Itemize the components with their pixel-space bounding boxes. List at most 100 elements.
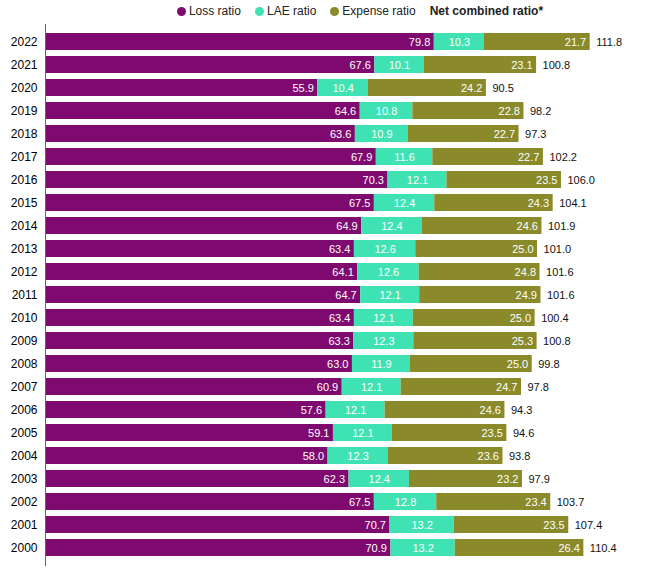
svg-text:102.2: 102.2: [549, 151, 577, 163]
svg-text:2020: 2020: [11, 81, 38, 95]
svg-text:2016: 2016: [11, 173, 38, 187]
svg-text:93.8: 93.8: [509, 450, 530, 462]
svg-text:12.4: 12.4: [394, 197, 415, 209]
svg-text:64.9: 64.9: [336, 220, 357, 232]
svg-text:23.4: 23.4: [525, 496, 546, 508]
svg-text:100.8: 100.8: [543, 59, 571, 71]
svg-text:97.9: 97.9: [528, 473, 549, 485]
svg-text:12.3: 12.3: [347, 450, 368, 462]
svg-text:64.7: 64.7: [335, 289, 356, 301]
svg-text:24.6: 24.6: [480, 404, 501, 416]
svg-text:59.1: 59.1: [308, 427, 329, 439]
svg-text:24.2: 24.2: [461, 82, 482, 94]
svg-text:21.7: 21.7: [565, 36, 586, 48]
svg-text:2012: 2012: [11, 265, 38, 279]
svg-text:70.7: 70.7: [365, 519, 386, 531]
svg-text:2009: 2009: [11, 334, 38, 348]
svg-text:57.6: 57.6: [301, 404, 322, 416]
svg-text:12.1: 12.1: [345, 404, 366, 416]
svg-text:101.9: 101.9: [548, 220, 576, 232]
svg-text:12.1: 12.1: [352, 427, 373, 439]
svg-text:2019: 2019: [11, 104, 38, 118]
svg-text:10.1: 10.1: [389, 59, 410, 71]
svg-text:106.0: 106.0: [567, 174, 595, 186]
svg-text:100.4: 100.4: [541, 312, 569, 324]
svg-text:24.3: 24.3: [528, 197, 549, 209]
svg-text:70.3: 70.3: [363, 174, 384, 186]
svg-text:24.6: 24.6: [517, 220, 538, 232]
svg-text:2014: 2014: [11, 219, 38, 233]
svg-text:63.6: 63.6: [330, 128, 351, 140]
svg-text:22.7: 22.7: [494, 128, 515, 140]
svg-text:64.6: 64.6: [335, 105, 356, 117]
svg-text:22.8: 22.8: [499, 105, 520, 117]
svg-text:23.5: 23.5: [536, 174, 557, 186]
svg-text:2013: 2013: [11, 242, 38, 256]
svg-text:10.9: 10.9: [371, 128, 392, 140]
svg-text:23.5: 23.5: [481, 427, 502, 439]
svg-text:70.9: 70.9: [366, 542, 387, 554]
svg-text:67.9: 67.9: [351, 151, 372, 163]
svg-text:2018: 2018: [11, 127, 38, 141]
svg-text:2003: 2003: [11, 472, 38, 486]
svg-text:10.4: 10.4: [332, 82, 353, 94]
svg-text:2002: 2002: [11, 495, 38, 509]
svg-text:63.4: 63.4: [329, 312, 350, 324]
svg-text:24.9: 24.9: [516, 289, 537, 301]
svg-text:111.8: 111.8: [596, 36, 622, 48]
svg-text:13.2: 13.2: [412, 542, 433, 554]
svg-text:90.5: 90.5: [492, 82, 513, 94]
svg-text:2005: 2005: [11, 426, 38, 440]
svg-text:60.9: 60.9: [317, 381, 338, 393]
svg-text:12.6: 12.6: [378, 266, 399, 278]
svg-text:12.6: 12.6: [374, 243, 395, 255]
svg-text:12.1: 12.1: [379, 289, 400, 301]
svg-text:64.1: 64.1: [332, 266, 353, 278]
svg-text:2007: 2007: [11, 380, 38, 394]
svg-text:2000: 2000: [11, 541, 38, 555]
svg-text:103.7: 103.7: [557, 496, 585, 508]
svg-text:10.8: 10.8: [376, 105, 397, 117]
svg-text:25.0: 25.0: [507, 358, 528, 370]
svg-text:2015: 2015: [11, 196, 38, 210]
svg-text:101.0: 101.0: [544, 243, 572, 255]
svg-text:2004: 2004: [11, 449, 38, 463]
svg-text:67.6: 67.6: [349, 59, 370, 71]
svg-text:12.8: 12.8: [395, 496, 416, 508]
svg-text:104.1: 104.1: [559, 197, 587, 209]
svg-text:12.4: 12.4: [369, 473, 390, 485]
svg-text:11.9: 11.9: [371, 358, 392, 370]
svg-text:12.1: 12.1: [407, 174, 428, 186]
svg-text:101.6: 101.6: [546, 266, 574, 278]
svg-text:101.6: 101.6: [547, 289, 575, 301]
svg-text:24.8: 24.8: [515, 266, 536, 278]
svg-text:2011: 2011: [12, 288, 38, 302]
svg-text:97.3: 97.3: [525, 128, 546, 140]
svg-text:63.4: 63.4: [329, 243, 350, 255]
svg-text:62.3: 62.3: [324, 473, 345, 485]
svg-text:2017: 2017: [11, 150, 38, 164]
svg-text:2010: 2010: [11, 311, 38, 325]
svg-text:11.6: 11.6: [394, 151, 415, 163]
svg-text:23.2: 23.2: [497, 473, 518, 485]
svg-text:2001: 2001: [11, 518, 38, 532]
svg-text:2021: 2021: [11, 58, 38, 72]
svg-text:12.4: 12.4: [381, 220, 402, 232]
svg-text:63.0: 63.0: [327, 358, 348, 370]
svg-text:12.1: 12.1: [373, 312, 394, 324]
svg-text:25.0: 25.0: [510, 312, 531, 324]
svg-text:25.0: 25.0: [512, 243, 533, 255]
svg-text:23.1: 23.1: [511, 59, 532, 71]
svg-text:94.6: 94.6: [513, 427, 534, 439]
svg-text:2022: 2022: [11, 35, 38, 49]
svg-text:23.5: 23.5: [543, 519, 564, 531]
svg-text:23.6: 23.6: [478, 450, 499, 462]
svg-text:110.4: 110.4: [590, 542, 617, 554]
svg-text:97.8: 97.8: [527, 381, 548, 393]
svg-text:67.5: 67.5: [349, 496, 370, 508]
svg-text:94.3: 94.3: [511, 404, 532, 416]
svg-text:58.0: 58.0: [303, 450, 324, 462]
svg-text:63.3: 63.3: [328, 335, 349, 347]
svg-text:12.3: 12.3: [373, 335, 394, 347]
svg-text:26.4: 26.4: [558, 542, 579, 554]
